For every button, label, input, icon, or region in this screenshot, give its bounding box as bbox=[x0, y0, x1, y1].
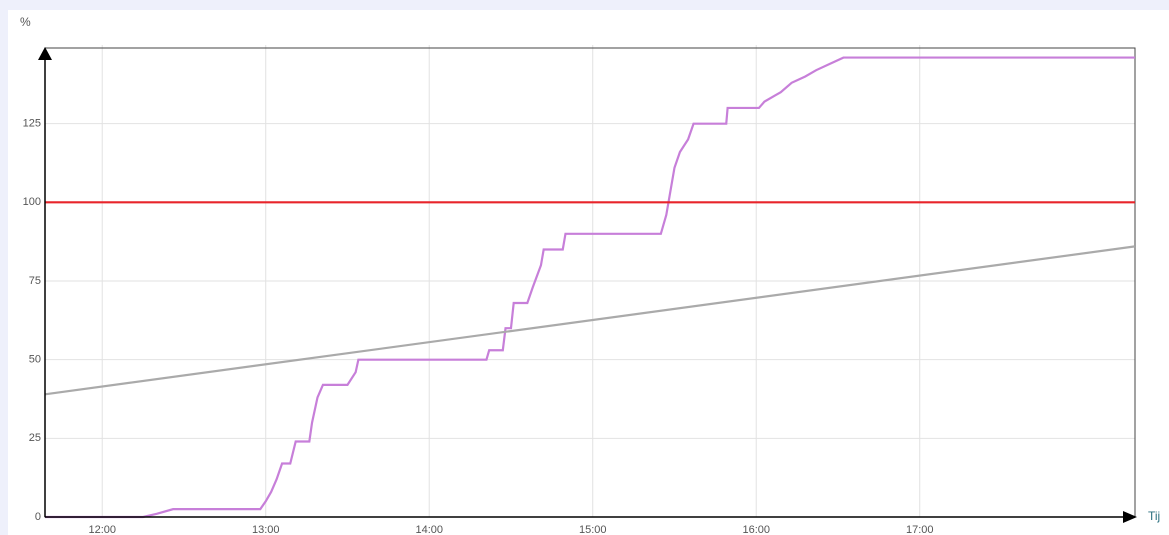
x-tick-label: 13:00 bbox=[252, 524, 280, 535]
y-axis-label: % bbox=[20, 15, 31, 29]
x-tick-label: 14:00 bbox=[415, 524, 443, 535]
y-tick-label: 75 bbox=[29, 275, 41, 287]
x-tick-label: 17:00 bbox=[906, 524, 934, 535]
y-tick-label: 50 bbox=[29, 354, 41, 366]
y-tick-label: 125 bbox=[23, 118, 41, 130]
y-tick-label: 25 bbox=[29, 432, 41, 444]
y-tick-label: 100 bbox=[23, 196, 41, 208]
series-line bbox=[44, 245, 1136, 396]
x-tick-label: 15:00 bbox=[579, 524, 607, 535]
x-tick-label: 16:00 bbox=[742, 524, 770, 535]
y-tick-label: 0 bbox=[35, 511, 41, 523]
x-axis-label: Tij bbox=[1148, 509, 1160, 523]
panel bbox=[8, 10, 1169, 535]
series-line bbox=[45, 56, 1135, 519]
y-axis-arrow bbox=[38, 47, 52, 60]
x-tick-label: 12:00 bbox=[88, 524, 116, 535]
x-axis-arrow bbox=[1123, 511, 1137, 523]
